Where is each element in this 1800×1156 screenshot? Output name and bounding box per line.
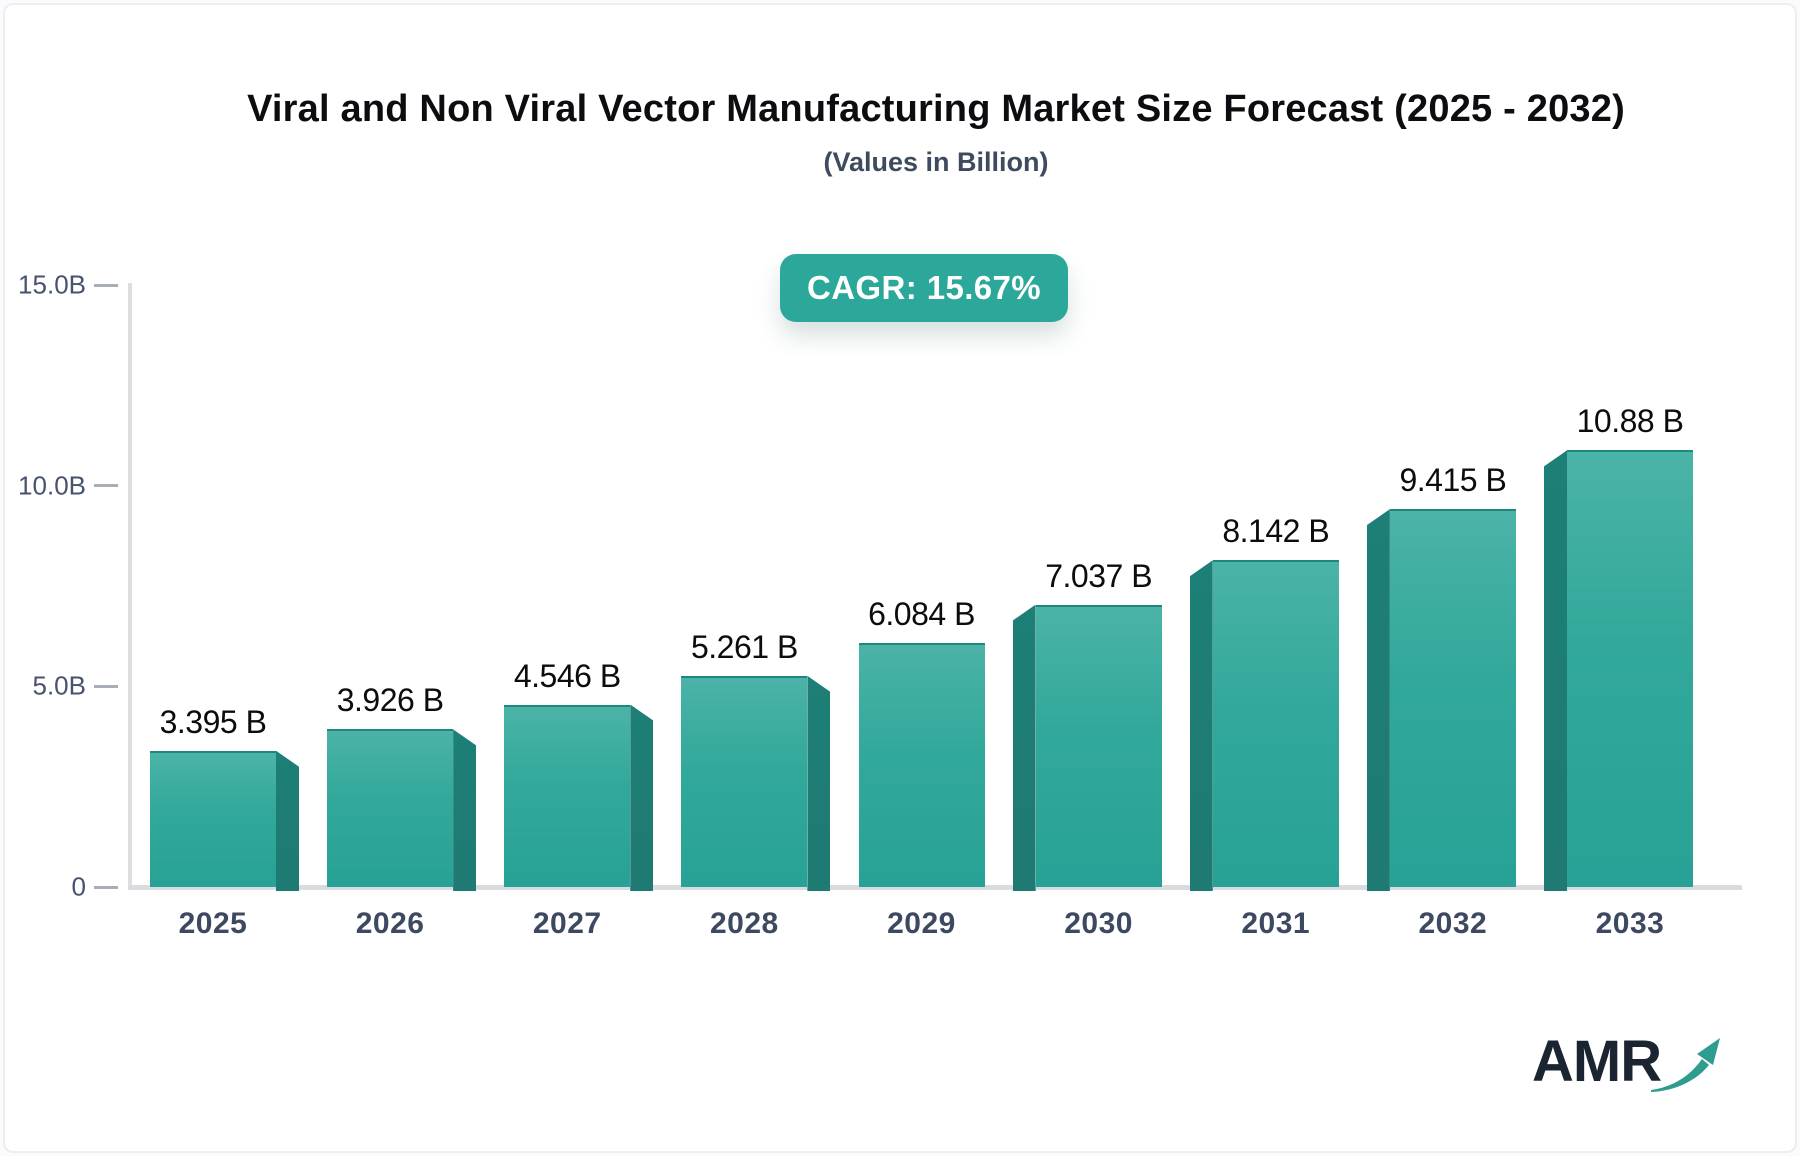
bar-group-2027: 4.546 B 2027 (504, 658, 654, 940)
bar-side-face (453, 729, 477, 891)
growth-arrow-icon (1647, 1034, 1721, 1101)
bar-value-label: 7.037 B (1045, 557, 1153, 594)
bar-value-label: 5.261 B (690, 628, 798, 665)
y-axis-tick (94, 283, 118, 287)
amr-logo-text: AMR (1532, 1029, 1662, 1094)
bar-face[interactable] (504, 704, 631, 887)
bar-group-2025: 3.395 B 2025 (150, 704, 299, 940)
bar-value-label: 3.926 B (336, 682, 444, 719)
bar-value-label: 8.142 B (1222, 513, 1330, 550)
bar-side-face (630, 704, 654, 891)
chart-subtitle: (Values in Billion) (823, 147, 1049, 177)
x-axis-label: 2033 (1595, 906, 1665, 940)
bar-value-label: 4.546 B (513, 657, 621, 694)
bar-group-2029: 6.084 B 2029 (858, 596, 985, 940)
bar-value-label: 6.084 B (868, 595, 975, 632)
bar-face[interactable] (150, 750, 276, 887)
chart-title: Viral and Non Viral Vector Manufacturing… (247, 88, 1625, 130)
bar-group-2033: 10.88 B 2033 (1544, 403, 1693, 940)
cagr-badge: CAGR: 15.67% (780, 254, 1068, 322)
bar-face[interactable] (1389, 509, 1516, 887)
bar-value-label: 3.395 B (159, 703, 267, 740)
x-axis-label: 2030 (1064, 906, 1133, 940)
bar-side-face (1544, 450, 1567, 891)
bar-side-face (1012, 604, 1036, 891)
bar-side-face (1189, 560, 1213, 891)
bar-side-face (276, 750, 299, 891)
x-axis-line (128, 885, 1742, 890)
x-axis-label: 2028 (710, 906, 779, 940)
bar-group-2026: 3.926 B 2026 (327, 682, 477, 940)
y-axis-tick (94, 684, 118, 688)
bar-value-label: 10.88 B (1576, 403, 1684, 440)
x-axis-label: 2029 (887, 906, 956, 940)
y-axis-tick-label: 5.0B (32, 670, 87, 701)
bar-value-label: 9.415 B (1399, 462, 1507, 499)
bar-group-2030: 7.037 B 2030 (1012, 558, 1162, 940)
x-axis-label: 2032 (1418, 906, 1488, 940)
x-axis-label: 2031 (1241, 906, 1311, 940)
bar-face[interactable] (327, 729, 454, 887)
bar-group-2032: 9.415 B 2032 (1366, 462, 1516, 940)
y-axis-tick-label: 0 (71, 871, 86, 902)
y-axis-tick-label: 15.0B (18, 269, 86, 300)
chart-header: Viral and Non Viral Vector Manufacturing… (130, 88, 1742, 178)
y-axis-tick (94, 885, 118, 889)
x-axis-label: 2025 (178, 906, 248, 940)
y-axis-tick-label: 10.0B (18, 470, 86, 501)
amr-logo: AMR (1532, 1032, 1721, 1101)
y-axis-tick (94, 484, 118, 488)
bar-face[interactable] (1567, 450, 1693, 887)
bar-side-face (1366, 509, 1390, 891)
bar-face[interactable] (1212, 560, 1339, 887)
bar-face[interactable] (1035, 604, 1162, 887)
bar-group-2031: 8.142 B 2031 (1189, 513, 1339, 940)
bar-face[interactable] (681, 675, 808, 887)
y-axis-line (128, 283, 132, 890)
bar-side-face (807, 675, 831, 891)
bar-group-2028: 5.261 B 2028 (681, 629, 831, 940)
bar-face[interactable] (858, 642, 985, 887)
x-axis-label: 2026 (355, 906, 425, 940)
x-axis-label: 2027 (532, 906, 602, 940)
